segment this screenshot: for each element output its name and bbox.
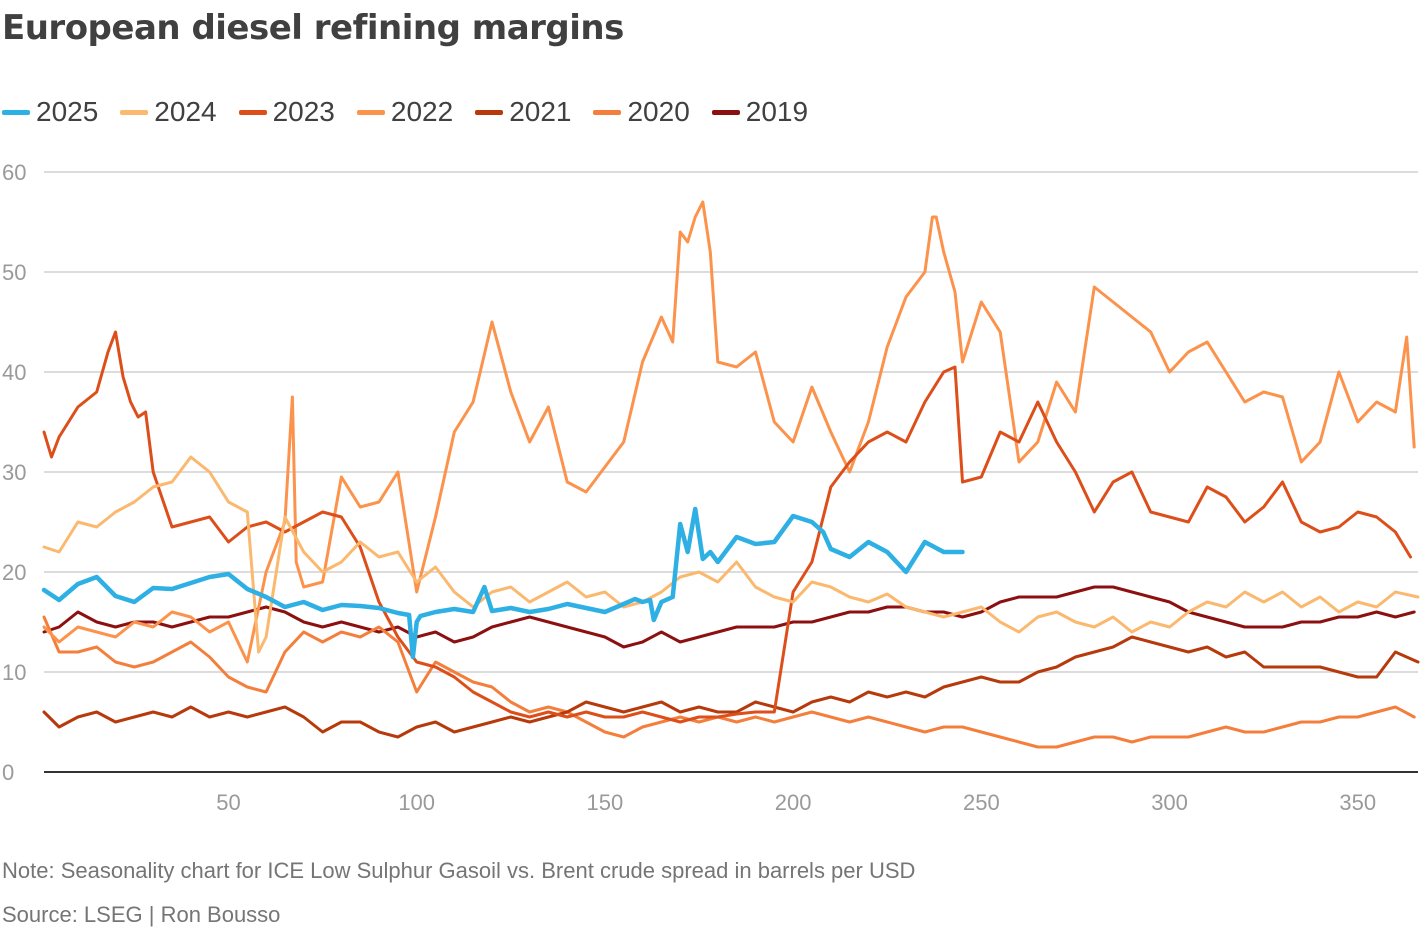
legend-item-2025: 2025 (2, 96, 98, 128)
legend-item-2021: 2021 (475, 96, 571, 128)
y-tick-label-30: 30 (2, 460, 26, 485)
y-tick-label-0: 0 (2, 760, 14, 785)
legend-swatch-2023 (238, 109, 267, 115)
series-line-2025 (41, 506, 965, 660)
x-tick-label-350: 350 (1339, 790, 1376, 815)
legend-swatch-2020 (593, 109, 622, 115)
y-tick-label-60: 60 (2, 160, 26, 185)
chart-legend: 2025 2024 2023 2022 2021 2020 2019 (2, 92, 808, 132)
legend-label-2020: 2020 (627, 96, 690, 127)
legend-item-2020: 2020 (593, 96, 690, 128)
x-tick-label-250: 250 (963, 790, 1000, 815)
series-line-2022 (42, 200, 1416, 664)
x-tick-label-150: 150 (587, 790, 624, 815)
chart-title: European diesel refining margins (2, 8, 624, 48)
chart-note: Note: Seasonality chart for ICE Low Sulp… (2, 858, 916, 883)
y-tick-label-50: 50 (2, 260, 26, 285)
series-line-2024 (42, 455, 1420, 654)
legend-item-2022: 2022 (356, 96, 454, 128)
legend-swatch-2019 (711, 109, 740, 115)
x-tick-label-300: 300 (1151, 790, 1188, 815)
series-line-2020 (42, 615, 1416, 749)
x-tick-label-200: 200 (775, 790, 812, 815)
line-chart: 0 10 20 30 40 50 60 50 100 150 200 250 300 350 (2, 160, 1420, 815)
legend-label-2019: 2019 (745, 96, 809, 127)
legend-item-2019: 2019 (711, 96, 809, 128)
legend-label-2024: 2024 (154, 96, 217, 127)
legend-label-2023: 2023 (272, 96, 335, 127)
legend-label-2021: 2021 (509, 96, 572, 127)
legend-item-2023: 2023 (238, 96, 335, 128)
legend-swatch-2025 (2, 109, 30, 115)
y-tick-label-40: 40 (2, 360, 26, 385)
legend-swatch-2024 (120, 109, 149, 115)
legend-item-2024: 2024 (120, 96, 217, 128)
legend-label-2022: 2022 (390, 96, 454, 127)
x-tick-label-100: 100 (398, 790, 435, 815)
legend-swatch-2021 (475, 109, 504, 115)
y-tick-label-20: 20 (2, 560, 26, 585)
legend-label-2025: 2025 (36, 96, 99, 127)
legend-swatch-2022 (356, 109, 385, 115)
x-tick-label-50: 50 (216, 790, 240, 815)
series-line-2023 (42, 330, 1412, 724)
series-line-2021 (42, 635, 1420, 739)
chart-source: Source: LSEG | Ron Bousso (2, 902, 281, 927)
y-tick-label-10: 10 (2, 660, 26, 685)
series-line-2019 (42, 585, 1416, 649)
